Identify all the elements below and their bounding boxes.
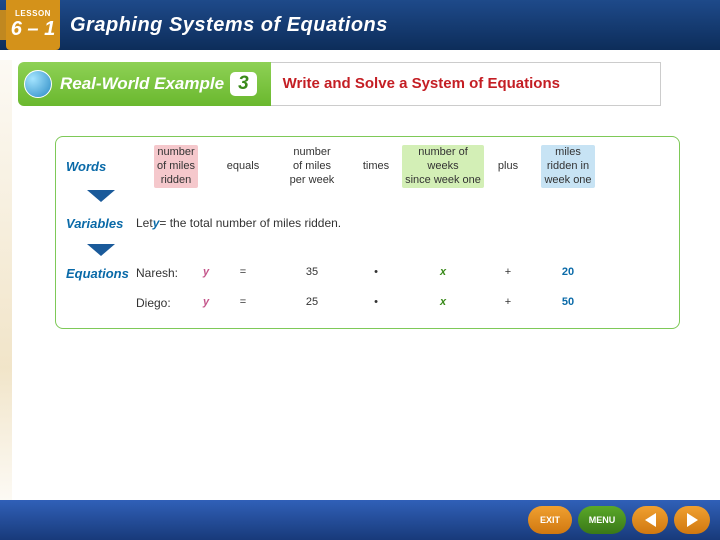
example-bar: Real-World Example 3 Write and Solve a S… xyxy=(18,62,720,106)
row-label-equations: Equations xyxy=(66,266,136,281)
lesson-badge: LESSON 6 – 1 xyxy=(6,0,60,50)
words-row: Words number of miles ridden equals numb… xyxy=(66,145,669,188)
word-c3: number of miles per week xyxy=(270,146,354,187)
chapter-title: Graphing Systems of Equations xyxy=(70,14,388,37)
eq2-name: Diego: xyxy=(136,296,196,310)
eq1-b: 20 xyxy=(562,266,574,278)
eq2-op2: + xyxy=(488,296,528,310)
vars-y: y xyxy=(153,216,160,230)
exit-button[interactable]: EXIT xyxy=(528,506,572,534)
eq1-name: Naresh: xyxy=(136,266,196,280)
arrow-2 xyxy=(66,244,136,256)
triangle-right-icon xyxy=(687,513,698,527)
word-c4: times xyxy=(354,160,398,174)
eq1-x: x xyxy=(440,266,446,278)
arrow-1 xyxy=(66,190,136,202)
globe-icon xyxy=(24,70,52,98)
eq2-a: 25 xyxy=(270,296,354,310)
example-label: Real-World Example xyxy=(60,74,224,94)
lesson-number: 6 – 1 xyxy=(11,18,55,41)
eq1-op2: + xyxy=(488,266,528,280)
eq2-x: x xyxy=(440,296,446,308)
vars-prefix: Let xyxy=(136,216,153,230)
eq1-eq: = xyxy=(216,266,270,280)
chevron-down-icon xyxy=(87,244,115,256)
content-box: Words number of miles ridden equals numb… xyxy=(55,136,680,329)
word-c6: plus xyxy=(488,160,528,174)
equations-row-1: Equations Naresh: y = 35 • x + 20 xyxy=(66,258,669,288)
equations-row-2: Diego: y = 25 • x + 50 xyxy=(66,288,669,318)
arrow-row-1 xyxy=(66,188,669,204)
eq2-y: y xyxy=(203,296,209,308)
next-button[interactable] xyxy=(674,506,710,534)
eq2-eq: = xyxy=(216,296,270,310)
eq1-a: 35 xyxy=(270,266,354,280)
example-number: 3 xyxy=(230,72,257,96)
row-label-variables: Variables xyxy=(66,216,136,231)
vars-rest: = the total number of miles ridden. xyxy=(159,216,341,230)
eq1-op1: • xyxy=(354,266,398,280)
word-c5: number of weeks since week one xyxy=(398,145,488,188)
triangle-left-icon xyxy=(645,513,656,527)
chevron-down-icon xyxy=(87,190,115,202)
menu-button[interactable]: MENU xyxy=(578,506,626,534)
example-right: Write and Solve a System of Equations xyxy=(271,62,661,106)
eq1: Naresh: y = 35 • x + 20 xyxy=(136,266,669,280)
row-label-words: Words xyxy=(66,159,136,174)
eq2-op1: • xyxy=(354,296,398,310)
eq2-b: 50 xyxy=(562,296,574,308)
side-accent xyxy=(0,60,12,500)
words-cells: number of miles ridden equals number of … xyxy=(136,145,669,188)
word-c7: miles ridden in week one xyxy=(528,145,608,188)
variables-text: Let y = the total number of miles ridden… xyxy=(136,216,669,230)
word-c2: equals xyxy=(216,160,270,174)
eq1-y: y xyxy=(203,266,209,278)
lesson-label: LESSON xyxy=(15,9,51,18)
example-left: Real-World Example 3 xyxy=(18,62,271,106)
header-bar: LESSON 6 – 1 Graphing Systems of Equatio… xyxy=(0,0,720,50)
prev-button[interactable] xyxy=(632,506,668,534)
footer-bar: EXIT MENU xyxy=(0,500,720,540)
example-title: Write and Solve a System of Equations xyxy=(283,75,560,93)
variables-row: Variables Let y = the total number of mi… xyxy=(66,204,669,242)
eq2: Diego: y = 25 • x + 50 xyxy=(136,296,669,310)
word-c1: number of miles ridden xyxy=(136,145,216,188)
arrow-row-2 xyxy=(66,242,669,258)
